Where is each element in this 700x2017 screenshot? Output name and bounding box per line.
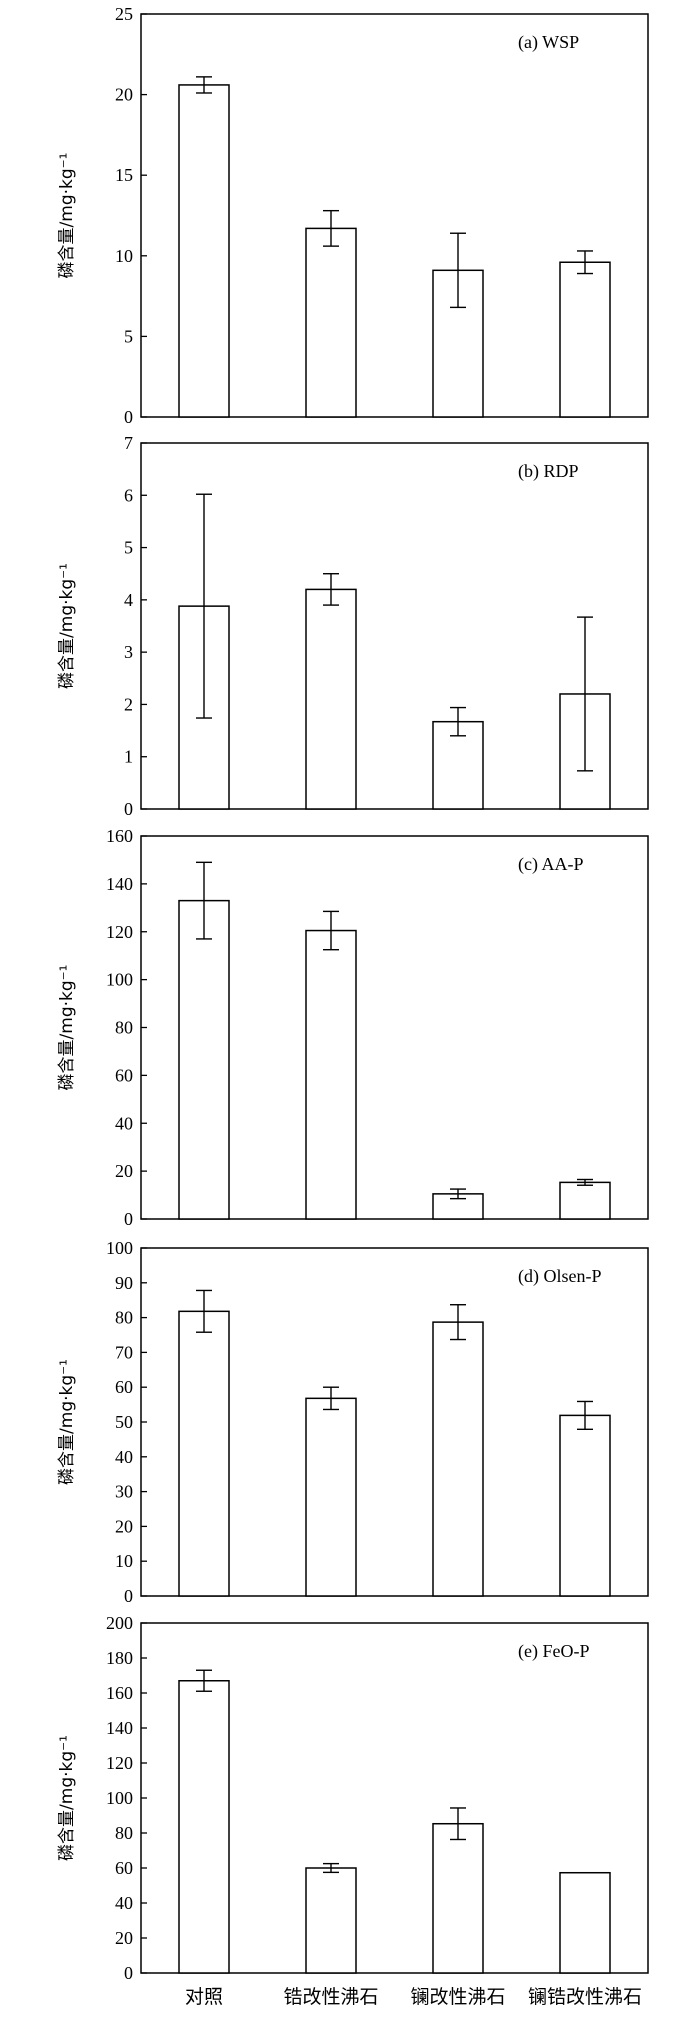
bar-1-1 bbox=[305, 588, 357, 810]
bar-0-3 bbox=[559, 261, 611, 418]
x-category-label-2: 镧改性沸石 bbox=[410, 1986, 505, 2008]
y-axis-label-2: 磷含量/mg·kg⁻¹ bbox=[57, 965, 77, 1091]
y-axis-label-4: 磷含量/mg·kg⁻¹ bbox=[57, 1735, 77, 1861]
y-tick-label-0-0: 0 bbox=[124, 407, 133, 427]
x-category-label-1: 锆改性沸石 bbox=[283, 1986, 378, 2008]
y-tick-label-3-5: 50 bbox=[115, 1412, 133, 1432]
y-tick-label-0-5: 25 bbox=[115, 4, 133, 24]
y-tick-label-3-1: 10 bbox=[115, 1551, 133, 1571]
y-tick-label-4-5: 100 bbox=[106, 1788, 133, 1808]
y-tick-label-0-1: 5 bbox=[124, 326, 133, 346]
y-tick-label-4-10: 200 bbox=[106, 1613, 133, 1633]
y-tick-label-1-2: 2 bbox=[124, 694, 133, 714]
y-tick-label-2-4: 80 bbox=[115, 1018, 133, 1038]
y-tick-label-2-1: 20 bbox=[115, 1161, 133, 1181]
bar-4-1 bbox=[305, 1867, 357, 1974]
bar-3-1 bbox=[305, 1397, 357, 1597]
plot-frame-0 bbox=[140, 13, 649, 418]
bar-3-2 bbox=[432, 1321, 484, 1597]
bar-2-3 bbox=[559, 1181, 611, 1220]
y-tick-label-3-8: 80 bbox=[115, 1308, 133, 1328]
bar-4-3 bbox=[559, 1871, 611, 1974]
y-tick-label-2-0: 0 bbox=[124, 1209, 133, 1229]
y-axis-label-1: 磷含量/mg·kg⁻¹ bbox=[57, 563, 77, 689]
y-axis-label-0: 磷含量/mg·kg⁻¹ bbox=[57, 153, 77, 279]
y-tick-label-4-7: 140 bbox=[106, 1718, 133, 1738]
x-category-label-0: 对照 bbox=[185, 1986, 223, 2008]
y-tick-label-1-4: 4 bbox=[124, 590, 133, 610]
y-tick-label-2-3: 60 bbox=[115, 1065, 133, 1085]
bar-3-3 bbox=[559, 1414, 611, 1597]
panel-label-0: (a) WSP bbox=[518, 32, 579, 53]
y-tick-label-2-5: 100 bbox=[106, 970, 133, 990]
y-tick-label-4-4: 80 bbox=[115, 1823, 133, 1843]
y-tick-label-1-5: 5 bbox=[124, 538, 133, 558]
y-tick-label-0-2: 10 bbox=[115, 246, 133, 266]
y-tick-label-2-8: 160 bbox=[106, 826, 133, 846]
bar-0-1 bbox=[305, 227, 357, 418]
y-tick-label-4-2: 40 bbox=[115, 1893, 133, 1913]
bar-4-0 bbox=[178, 1680, 230, 1974]
y-tick-label-1-0: 0 bbox=[124, 799, 133, 819]
x-category-label-3: 镧锆改性沸石 bbox=[528, 1986, 642, 2008]
y-tick-label-4-8: 160 bbox=[106, 1683, 133, 1703]
y-tick-label-3-0: 0 bbox=[124, 1586, 133, 1606]
y-tick-label-2-2: 40 bbox=[115, 1113, 133, 1133]
y-axis-label-3: 磷含量/mg·kg⁻¹ bbox=[57, 1359, 77, 1485]
bar-2-1 bbox=[305, 929, 357, 1220]
y-tick-label-4-1: 20 bbox=[115, 1928, 133, 1948]
panel-label-2: (c) AA-P bbox=[518, 854, 584, 875]
y-tick-label-3-7: 70 bbox=[115, 1342, 133, 1362]
bar-2-0 bbox=[178, 899, 230, 1220]
panel-label-1: (b) RDP bbox=[518, 461, 579, 482]
y-tick-label-3-3: 30 bbox=[115, 1482, 133, 1502]
bar-3-0 bbox=[178, 1310, 230, 1597]
y-tick-label-1-6: 6 bbox=[124, 485, 133, 505]
y-tick-label-4-6: 120 bbox=[106, 1753, 133, 1773]
panel-label-4: (e) FeO-P bbox=[518, 1641, 589, 1662]
bar-0-0 bbox=[178, 84, 230, 418]
y-tick-label-3-6: 60 bbox=[115, 1377, 133, 1397]
y-tick-label-3-2: 20 bbox=[115, 1516, 133, 1536]
y-tick-label-1-1: 1 bbox=[124, 747, 133, 767]
y-tick-label-2-6: 120 bbox=[106, 922, 133, 942]
y-tick-label-4-9: 180 bbox=[106, 1648, 133, 1668]
plot-frame-1 bbox=[140, 442, 649, 810]
y-tick-label-3-4: 40 bbox=[115, 1447, 133, 1467]
y-tick-label-3-10: 100 bbox=[106, 1238, 133, 1258]
bar-4-2 bbox=[432, 1822, 484, 1974]
y-tick-label-1-3: 3 bbox=[124, 642, 133, 662]
y-tick-label-0-3: 15 bbox=[115, 165, 133, 185]
y-tick-label-3-9: 90 bbox=[115, 1273, 133, 1293]
panel-label-3: (d) Olsen-P bbox=[518, 1266, 602, 1287]
y-tick-label-2-7: 140 bbox=[106, 874, 133, 894]
y-tick-label-0-4: 20 bbox=[115, 85, 133, 105]
y-tick-label-1-7: 7 bbox=[124, 433, 133, 453]
y-tick-label-4-3: 60 bbox=[115, 1858, 133, 1878]
y-tick-label-4-0: 0 bbox=[124, 1963, 133, 1983]
